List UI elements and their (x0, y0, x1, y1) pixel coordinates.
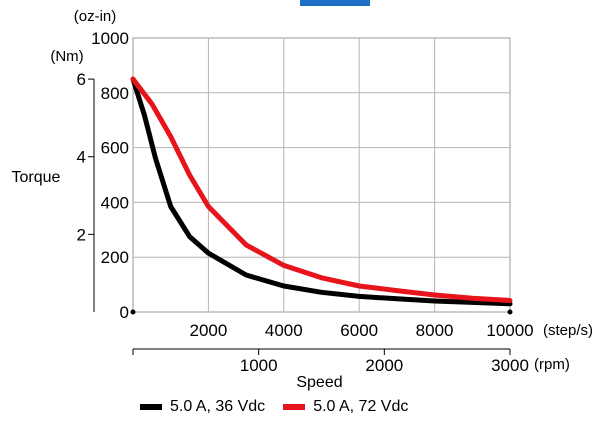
legend-item-36vdc: 5.0 A, 36 Vdc (140, 398, 265, 416)
header-accent-bar (300, 0, 370, 6)
grid (132, 37, 511, 313)
series-line-1 (130, 76, 513, 307)
y-tick-label: 0 (120, 303, 129, 322)
torque-speed-chart: 0 200 400 600 800 1000 2000 4000 6000 8000 10000 (s… (12, 8, 593, 391)
plot-frame (132, 37, 511, 313)
origin-dot (130, 309, 136, 315)
series-lines (130, 76, 513, 315)
rpm-tick-label: 2000 (365, 356, 403, 375)
x-tick-label: 10000 (486, 321, 533, 340)
x-unit-rpm: (rpm) (534, 356, 570, 373)
nm-tick-label: 2 (77, 225, 86, 244)
x-axis-title: Speed (296, 374, 342, 391)
nm-tick-label: 6 (77, 70, 86, 89)
y-tick-label: 800 (101, 84, 129, 103)
x-unit-step: (step/s) (543, 322, 593, 339)
legend-item-72vdc: 5.0 A, 72 Vdc (283, 398, 408, 416)
axes: 0 200 400 600 800 1000 2000 4000 6000 8000 10000 (s… (12, 8, 593, 391)
nm-tick-label: 4 (77, 148, 86, 167)
legend-label: 5.0 A, 36 Vdc (170, 398, 266, 415)
x-tick-label: 6000 (340, 321, 378, 340)
x-tick-label: 8000 (416, 321, 454, 340)
end-dot (507, 309, 513, 315)
legend-swatch (140, 404, 162, 410)
rpm-tick-label: 3000 (491, 356, 529, 375)
y-tick-label: 1000 (91, 29, 129, 48)
rpm-tick-label: 1000 (240, 356, 278, 375)
y-unit-ozin: (oz-in) (74, 8, 117, 25)
y-tick-label: 600 (101, 139, 129, 158)
y-axis-title: Torque (12, 169, 61, 186)
x-tick-label: 2000 (189, 321, 227, 340)
legend: 5.0 A, 36 Vdc 5.0 A, 72 Vdc (140, 398, 426, 416)
x-tick-label: 4000 (265, 321, 303, 340)
series-line-2 (130, 76, 513, 303)
y-unit-nm: (Nm) (50, 48, 83, 65)
legend-swatch (283, 404, 306, 410)
y-tick-label: 400 (101, 193, 129, 212)
legend-label: 5.0 A, 72 Vdc (313, 398, 409, 415)
y-tick-label: 200 (101, 248, 129, 267)
